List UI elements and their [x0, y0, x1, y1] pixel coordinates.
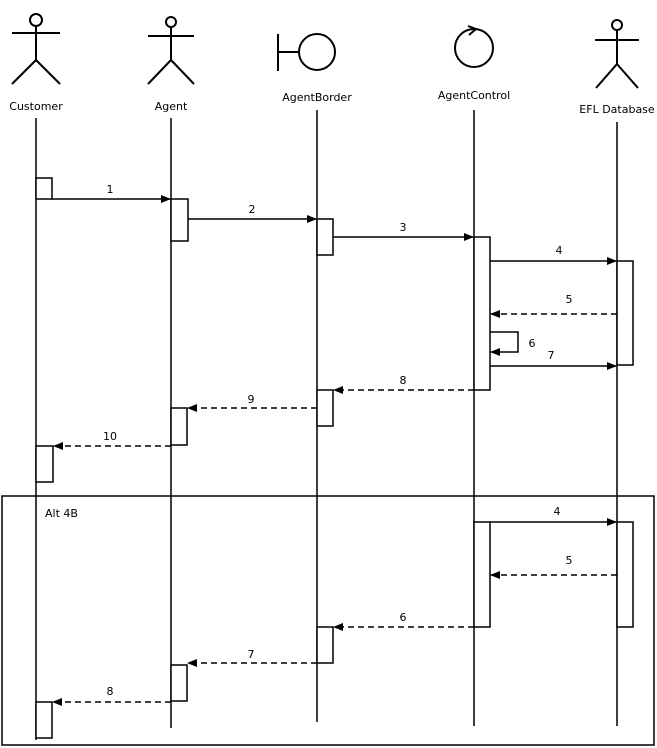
message-label: 6	[529, 337, 536, 350]
alt-message-label: 6	[400, 611, 407, 624]
efl-database-actor-icon	[595, 19, 639, 89]
customer-actor-icon	[11, 13, 61, 85]
alt-fragment-label: Alt 4B	[45, 507, 78, 520]
alt-message-label: 5	[566, 554, 573, 567]
message-label: 7	[548, 349, 555, 362]
alt-message-label: 7	[248, 648, 255, 661]
message-label: 2	[249, 203, 256, 216]
message-label: 10	[103, 430, 117, 443]
activation-agent-2	[170, 407, 188, 446]
message-label: 8	[400, 374, 407, 387]
activation-bars	[35, 177, 634, 739]
boundary-icon	[277, 33, 336, 71]
message-label: 9	[248, 393, 255, 406]
message-6-self-arrow	[490, 331, 519, 356]
activation-agent-1	[170, 198, 189, 242]
participant-label-agentborder: AgentBorder	[282, 91, 352, 104]
activation-agentborder-1	[316, 218, 334, 256]
activation-efldatabase-2	[616, 521, 634, 628]
participant-label-agent: Agent	[155, 100, 188, 113]
participant-label-agentcontrol: AgentControl	[438, 89, 510, 102]
activation-agentcontrol-2	[473, 521, 491, 628]
activation-customer-1	[35, 177, 53, 200]
participant-label-customer: Customer	[9, 100, 63, 113]
activation-customer-3	[35, 701, 53, 739]
message-label: 3	[400, 221, 407, 234]
activation-agentborder-2	[316, 389, 334, 427]
message-label: 5	[566, 293, 573, 306]
activation-efldatabase-1	[616, 260, 634, 366]
control-icon	[454, 25, 494, 68]
alt-fragment-frame	[1, 495, 655, 746]
activation-agentborder-3	[316, 626, 334, 664]
activation-agentcontrol-1	[473, 236, 491, 391]
message-label: 1	[107, 183, 114, 196]
agent-actor-icon	[147, 16, 195, 85]
participant-label-efldatabase: EFL Database	[579, 103, 655, 116]
alt-message-label: 4	[554, 505, 561, 518]
message-labels: 1 2 3 4 5 6 7 8 9 10 4 5 6 7 8	[103, 183, 573, 698]
message-label: 4	[556, 244, 563, 257]
activation-customer-2	[35, 445, 54, 483]
alt-message-label: 8	[107, 685, 114, 698]
messages	[52, 195, 617, 706]
activation-agent-3	[170, 664, 188, 702]
